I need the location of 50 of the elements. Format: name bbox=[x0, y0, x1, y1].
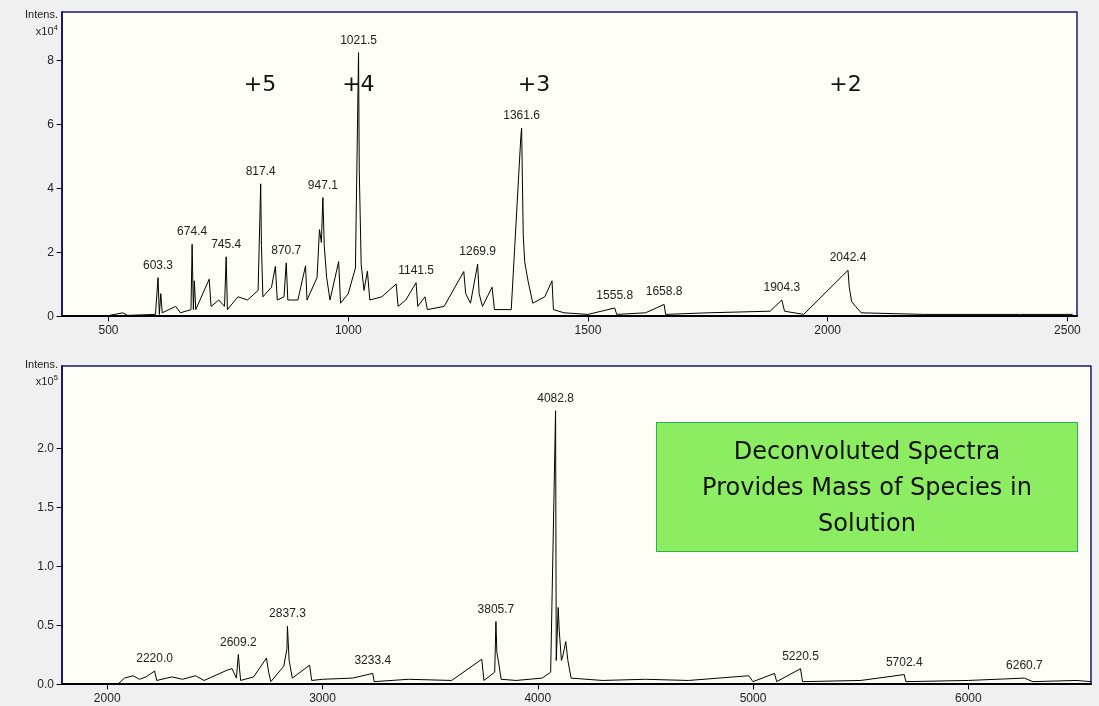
y-tick-label: 6 bbox=[47, 117, 55, 131]
annotation: 1361.6 bbox=[503, 108, 541, 123]
annotation: 1555.8 bbox=[596, 288, 634, 302]
annotation: 4082.8 bbox=[537, 390, 575, 405]
annotation: 745.4 bbox=[211, 236, 242, 251]
annotation: 674.4 bbox=[177, 224, 208, 239]
annotation: 947.1 bbox=[307, 177, 339, 192]
annotation: 870.7 bbox=[271, 242, 302, 257]
y-tick-label: 0.5 bbox=[37, 618, 55, 633]
x-tick-label: 1000 bbox=[334, 323, 362, 337]
x-tick-label: 6000 bbox=[954, 691, 982, 705]
x-tick-label: 1500 bbox=[574, 323, 602, 337]
annotation: 3805.7 bbox=[477, 601, 515, 616]
annotation: 3233.4 bbox=[354, 653, 392, 668]
annotation: 2220.0 bbox=[136, 651, 174, 666]
annotation: 2609.2 bbox=[220, 634, 258, 649]
x-tick-label: 5000 bbox=[739, 691, 767, 705]
annotation: 6260.7 bbox=[1006, 658, 1044, 673]
y-tick-label: 2 bbox=[47, 245, 55, 259]
y-axis-title: Intens. x10$^{5}$ bbox=[23, 358, 58, 388]
annotation: 5702.4 bbox=[885, 654, 923, 669]
x-tick-label: 4000 bbox=[524, 691, 552, 705]
annotation: Deconvoluted Spectra Provides Mass of Species in Solution bbox=[702, 436, 1032, 539]
annotation: 603.3 bbox=[143, 257, 174, 272]
y-tick-label: 1.0 bbox=[37, 559, 55, 574]
annotation: 2042.4 bbox=[829, 250, 867, 265]
y-tick-label: 0 bbox=[47, 309, 55, 323]
annotation: +3 bbox=[517, 70, 551, 96]
annotation: 1904.3 bbox=[763, 280, 801, 294]
y-axis-title: Intens. x10$^{4}$ bbox=[23, 8, 58, 38]
x-tick-label: 2500 bbox=[1054, 323, 1082, 337]
x-tick-label: 3000 bbox=[309, 691, 337, 705]
x-tick-label: 500 bbox=[98, 323, 119, 337]
annotation: 1658.8 bbox=[645, 284, 683, 299]
annotation: 1141.5 bbox=[398, 262, 435, 277]
annotation: 1269.9 bbox=[459, 244, 497, 259]
annotation: 817.4 bbox=[245, 163, 277, 178]
x-tick-label: 2000 bbox=[814, 323, 842, 337]
y-tick-label: 4 bbox=[47, 181, 55, 195]
y-tick-label: 0.0 bbox=[37, 677, 55, 691]
annotation: +2 bbox=[829, 70, 862, 96]
x-tick-label: 2000 bbox=[93, 691, 121, 705]
note-box: Deconvoluted Spectra Provides Mass of Species in Solution bbox=[656, 422, 1078, 552]
y-tick-label: 1.5 bbox=[37, 500, 55, 515]
annotation: 1021.5 bbox=[340, 32, 378, 47]
annotation: +5 bbox=[243, 70, 277, 96]
annotation: 2837.3 bbox=[269, 606, 307, 621]
annotation: 5220.5 bbox=[782, 648, 820, 663]
y-tick-label: 2.0 bbox=[37, 441, 55, 456]
y-tick-label: 8 bbox=[47, 53, 55, 67]
